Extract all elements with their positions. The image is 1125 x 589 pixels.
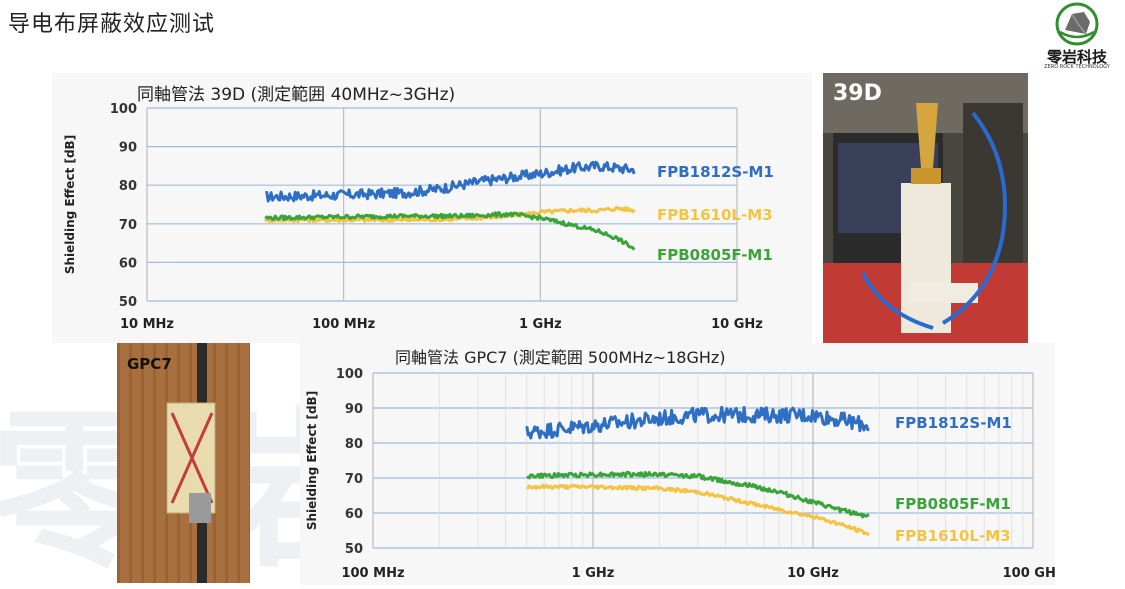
chart1-y-tick-label: 80 <box>119 179 137 194</box>
logo-name: 零岩科技 <box>1046 48 1107 66</box>
chart1-title: 同軸管法 39D (測定範囲 40MHz~3GHz) <box>137 85 455 105</box>
chart2-y-tick-label: 80 <box>345 437 363 452</box>
chart-39d-panel: 同軸管法 39D (測定範囲 40MHz~3GHz) Shielding Effe… <box>52 73 812 343</box>
chart2-y-tick-label: 90 <box>345 402 363 417</box>
chart1-x-tick-label: 1 GHz <box>519 317 562 332</box>
chart1-x-tick-label: 10 MHz <box>120 317 174 332</box>
chart2-x-tick-label: 1 GHz <box>572 566 615 581</box>
chart1-series-line-fpb0805f-m1 <box>264 211 636 251</box>
chart2-title: 同軸管法 GPC7 (測定範囲 500MHz~18GHz) <box>395 348 726 367</box>
photo-39d-fixture: 39D <box>823 73 1028 343</box>
chart2-legend-fpb1610l-m3: FPB1610L-M3 <box>895 527 1011 545</box>
chart2-legend-fpb1812s-m1: FPB1812S-M1 <box>895 414 1012 432</box>
chart-gpc7-panel: 同軸管法 GPC7 (測定範囲 500MHz~18GHz) Shielding E… <box>300 343 1063 585</box>
chart1-x-tick-label: 10 GHz <box>711 317 763 332</box>
chart2-x-tick-label: 100 GHz <box>1003 566 1055 581</box>
chart-39d: 同軸管法 39D (測定範囲 40MHz~3GHz) Shielding Effe… <box>63 85 774 332</box>
chart2-y-axis-label: Shielding Effect [dB] <box>305 391 319 530</box>
company-logo <box>1055 2 1099 46</box>
chart2-series-line-fpb1812s-m1 <box>525 405 870 440</box>
chart2-x-tick-label: 100 MHz <box>341 566 404 581</box>
chart1-y-tick-label: 100 <box>110 102 137 117</box>
chart1-legend-fpb1610l-m3: FPB1610L-M3 <box>657 206 773 224</box>
chart2-x-tick-label: 10 GHz <box>787 566 839 581</box>
chart1-y-tick-label: 60 <box>119 256 137 271</box>
photo-39d-label: 39D <box>833 81 882 106</box>
chart1-y-tick-label: 70 <box>119 218 137 233</box>
chart2-series-line-fpb1610l-m3 <box>526 483 870 536</box>
chart1-legend-fpb1812s-m1: FPB1812S-M1 <box>657 163 774 181</box>
chart-gpc7: 同軸管法 GPC7 (測定範囲 500MHz~18GHz) Shielding E… <box>305 348 1063 581</box>
logo-subtitle: ZERO ROCK TECHNOLOGY <box>1044 64 1110 70</box>
chart2-y-tick-label: 100 <box>336 367 363 382</box>
chart1-legend-fpb0805f-m1: FPB0805F-M1 <box>657 246 773 264</box>
chart2-y-tick-label: 60 <box>345 507 363 522</box>
chart1-series-line-fpb1610l-m3 <box>264 206 636 224</box>
chart1-x-tick-label: 100 MHz <box>312 317 375 332</box>
chart2-y-tick-label: 70 <box>345 472 363 487</box>
chart2-series-line-fpb0805f-m1 <box>526 470 870 519</box>
photo-gpc7-fixture: GPC7 <box>117 343 250 583</box>
chart2-legend-fpb0805f-m1: FPB0805F-M1 <box>895 495 1011 513</box>
photo-gpc7-image <box>117 343 250 583</box>
chart1-y-axis-label: Shielding Effect [dB] <box>63 135 77 274</box>
page-title: 导电布屏蔽效应测试 <box>8 12 216 37</box>
chart2-y-tick-label: 50 <box>345 542 363 557</box>
chart1-series-line-fpb1812s-m1 <box>264 160 636 203</box>
photo-gpc7-label: GPC7 <box>127 355 172 373</box>
chart1-y-tick-label: 90 <box>119 141 137 156</box>
photo-39d-image <box>823 73 1028 343</box>
chart1-y-tick-label: 50 <box>119 295 137 310</box>
